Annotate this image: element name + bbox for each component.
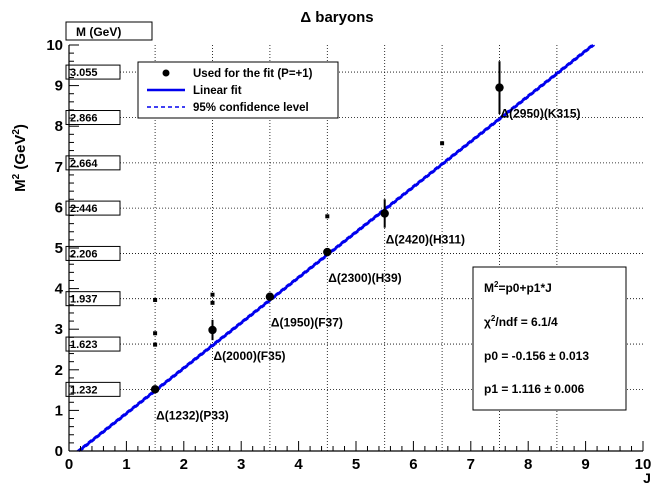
y-tick-label: 2: [55, 362, 63, 379]
x-tick-label: 2: [180, 456, 188, 473]
resonance-label: Δ(2420)(H311): [386, 232, 465, 246]
x-tick-label: 1: [122, 456, 130, 473]
fit-formula: M2=p0+p1*J: [484, 280, 552, 295]
y-axis-title-main: M: [12, 179, 29, 192]
x-tick-label: 7: [467, 456, 475, 473]
y-axis-title-unit-close: ): [12, 124, 29, 129]
fit-point: [208, 325, 217, 335]
y-tick-label: 0: [55, 443, 63, 460]
mass-label: 2.664: [70, 158, 98, 170]
x-tick-label: 6: [409, 456, 417, 473]
resonance-label: Δ(2300)(H39): [328, 271, 401, 285]
y-axis-title-sup: 2: [11, 173, 22, 179]
fit-point: [380, 209, 389, 218]
fit-line-layer: [77, 44, 594, 452]
other-point: [325, 214, 330, 219]
mass-label-box: [65, 110, 121, 126]
other-point: [153, 342, 158, 347]
y-tick-label: 4: [55, 281, 64, 298]
y-tick-label: 7: [55, 159, 63, 176]
x-tick-label: 8: [524, 456, 532, 473]
mass-label: 1.937: [70, 294, 98, 306]
y-axis-title-unit: (GeV: [12, 135, 29, 174]
fit-stats-box: M2=p0+p1*J χ2/ndf = 6.1/4 p0 = -0.156 ± …: [472, 266, 627, 411]
resonance-label: Δ(2000)(F35): [214, 349, 286, 363]
mass-label-box: [65, 200, 121, 216]
resonance-label: Δ(2950)(K315): [501, 107, 581, 121]
fit-line: [77, 44, 594, 452]
axes: 0 1 2 3 4 5 6 7 8 9 10 0 1 2 3 4 5 6 7 8 9 10: [46, 37, 651, 473]
x-tick-label: 10: [635, 456, 652, 473]
legend-label-fit: Linear fit: [193, 85, 242, 97]
data-points: [150, 61, 504, 394]
x-tick-label: 4: [294, 456, 303, 473]
mass-label-box: [65, 336, 121, 352]
mass-axis-title: M (GeV): [76, 25, 121, 39]
mass-label: 2.206: [70, 248, 98, 260]
x-tick-label: 3: [237, 456, 245, 473]
mass-label-box: [65, 245, 121, 261]
resonance-label: Δ(1232)(P33): [156, 408, 229, 422]
x-axis-title: J: [643, 470, 651, 486]
y-tick-label: 5: [55, 240, 63, 257]
y-tick-label: 10: [46, 37, 63, 54]
y-tick-label: 9: [55, 78, 63, 95]
mass-label: 1.232: [70, 384, 98, 396]
svg-text:M2 (GeV2): M2 (GeV2): [11, 124, 29, 192]
fit-point: [150, 385, 160, 394]
other-point: [440, 141, 445, 146]
mass-axis: M (GeV) 1.232 1.623 1.937 2.206 2.446 2.664 2.8…: [65, 21, 153, 397]
fit-point: [495, 83, 504, 92]
mass-label: 2.866: [70, 113, 98, 125]
y-axis-title-unit-sup: 2: [11, 129, 22, 135]
y-axis-title: M2 (GeV2): [11, 124, 29, 192]
mass-axis-title-box: [65, 21, 153, 41]
other-point: [153, 331, 158, 336]
legend-label-confidence: 95% confidence level: [193, 102, 309, 114]
mass-label: 2.446: [70, 203, 98, 215]
chart-title: Δ baryons: [300, 9, 373, 26]
legend: Used for the fit (P=+1) Linear fit 95% c…: [137, 61, 339, 119]
resonance-labels: Δ(1232)(P33) Δ(2000)(F35) Δ(1950)(F37) Δ(23…: [156, 107, 580, 423]
fit-chi2: χ2/ndf = 6.1/4: [484, 314, 558, 329]
fit-p1: p1 = 1.116 ± 0.006: [484, 382, 585, 396]
fit-stats-frame: [472, 266, 627, 411]
y-tick-label: 6: [55, 199, 63, 216]
other-point: [210, 292, 215, 297]
fit-point: [323, 247, 332, 257]
other-point: [210, 300, 215, 305]
mass-label-box: [65, 291, 121, 307]
y-tick-label: 3: [55, 321, 63, 338]
resonance-label: Δ(1950)(F37): [271, 316, 343, 330]
x-tick-label: 0: [65, 456, 73, 473]
mass-label-box: [65, 381, 121, 397]
fit-p0: p0 = -0.156 ± 0.013: [484, 349, 589, 363]
mass-label: 3.055: [70, 67, 98, 79]
mass-label-box: [65, 64, 121, 80]
x-tick-label: 5: [352, 456, 360, 473]
x-tick-label: 9: [581, 456, 589, 473]
other-point: [153, 297, 158, 302]
mass-label-box: [65, 155, 121, 171]
fit-point: [265, 292, 275, 301]
y-tick-label: 8: [55, 118, 63, 135]
y-tick-label: 1: [55, 402, 63, 419]
mass-label: 1.623: [70, 339, 98, 351]
legend-label-points: Used for the fit (P=+1): [193, 68, 313, 80]
legend-marker-points: [162, 69, 170, 77]
